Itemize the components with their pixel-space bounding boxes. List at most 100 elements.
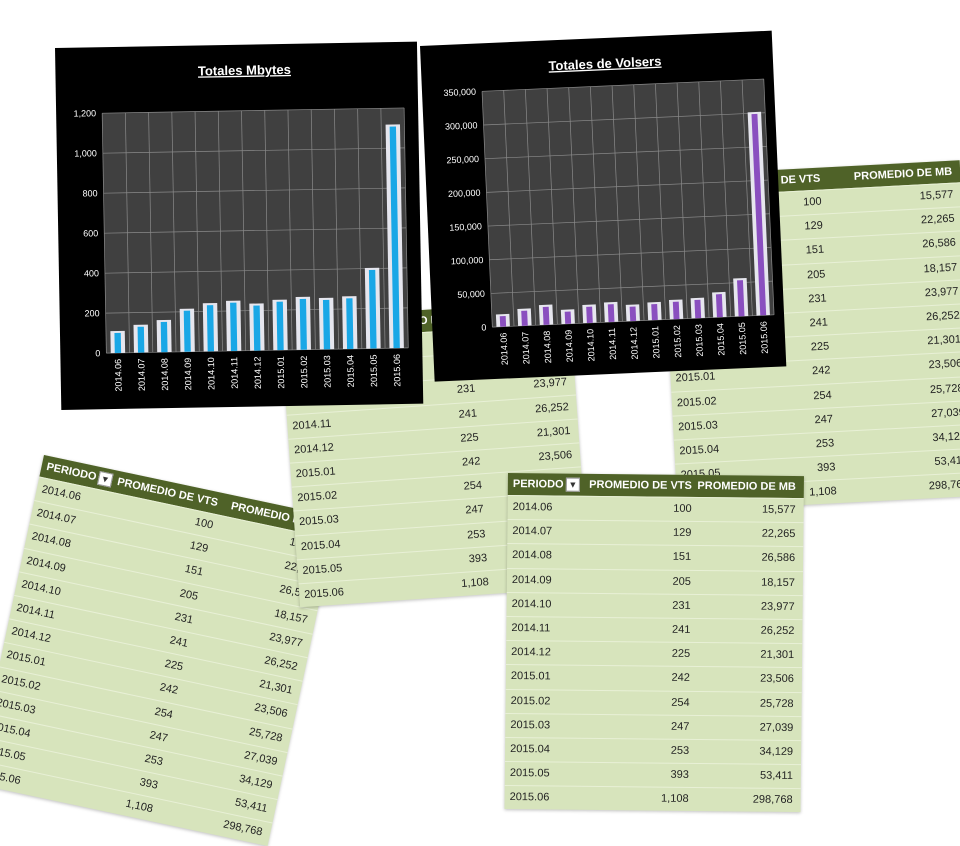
data-table-front: PERIODO PROMEDIO DE VTS PROMEDIO DE MB ▼ 201… xyxy=(504,473,804,813)
gridline-horizontal xyxy=(102,147,405,154)
gridline-vertical xyxy=(720,80,732,317)
column-header[interactable]: PROMEDIO DE MB xyxy=(697,479,796,494)
table-cell: 15,577 xyxy=(761,503,796,517)
table-cell: 151 xyxy=(672,551,692,564)
table-cell: 2014.12 xyxy=(293,441,335,457)
gridline-vertical xyxy=(611,85,623,322)
table-cell: 2014.06 xyxy=(40,483,82,504)
table-cell: 151 xyxy=(805,243,825,257)
column-header[interactable]: PROMEDIO DE VTS xyxy=(589,478,692,492)
x-tick-label: 2014.08 xyxy=(160,358,171,391)
x-tick-label: 2014.12 xyxy=(252,356,263,389)
gridline-vertical xyxy=(763,79,775,315)
table-cell: 241 xyxy=(458,407,478,421)
table-cell: 26,586 xyxy=(761,552,796,565)
bar xyxy=(715,294,723,318)
chart-totales-mbytes: Totales Mbytes 0 200 400 600 800 1,000 1,200 201… xyxy=(55,41,424,410)
table-cell: 18,157 xyxy=(923,261,958,275)
y-tick-label: 800 xyxy=(82,188,97,198)
column-header[interactable]: PROMEDIO DE MB xyxy=(853,165,953,183)
table-cell: 21,301 xyxy=(258,678,294,697)
x-tick-label: 2014.12 xyxy=(628,327,639,360)
bar xyxy=(368,269,377,349)
table-cell: 2015.02 xyxy=(0,672,42,693)
table-cell: 25,728 xyxy=(759,697,794,710)
table-cell: 231 xyxy=(456,382,476,397)
table-cell: 2015.05 xyxy=(0,743,27,764)
bar xyxy=(253,305,261,351)
table-row: 2015.06 1,108 298,768 xyxy=(504,785,801,813)
gridline-horizontal xyxy=(489,247,772,261)
table-cell: 100 xyxy=(802,195,822,209)
table-cell: 25,728 xyxy=(248,725,284,745)
table-cell: 2015.06 xyxy=(303,586,345,601)
x-tick-label: 2014.09 xyxy=(563,330,574,363)
table-cell: 26,586 xyxy=(921,236,957,251)
table-cell: 34,129 xyxy=(932,430,960,444)
table-cell: 242 xyxy=(461,455,481,469)
table-cell: 2014.09 xyxy=(511,573,552,587)
x-tick-label: 2015.02 xyxy=(299,356,310,389)
gridline-vertical xyxy=(481,91,493,328)
table-cell: 298,768 xyxy=(222,818,264,839)
x-tick-label: 2015.06 xyxy=(392,354,403,387)
bar xyxy=(564,311,572,324)
table-cell: 2014.12 xyxy=(511,646,551,659)
table-cell: 2014.08 xyxy=(30,530,72,551)
data-table-left: PERIODO PROMEDIO DE VTS PROMEDIO DE MB ▼ 201… xyxy=(0,455,338,846)
table-cell: 205 xyxy=(672,575,691,588)
table-cell: 34,129 xyxy=(238,772,274,792)
gridline-horizontal xyxy=(486,179,769,193)
table-cell: 393 xyxy=(816,461,836,475)
table-cell: 23,506 xyxy=(760,672,794,686)
table-cell: 2015.03 xyxy=(677,419,719,434)
x-tick-label: 2015.03 xyxy=(693,324,704,357)
table-cell: 26,252 xyxy=(925,309,960,324)
bar xyxy=(206,305,215,352)
y-tick-label: 250,000 xyxy=(446,154,479,165)
y-tick-label: 350,000 xyxy=(443,87,476,98)
table-cell: 129 xyxy=(188,539,210,556)
table-cell: 231 xyxy=(807,292,827,306)
plot-area xyxy=(482,79,775,328)
table-cell: 23,977 xyxy=(268,630,304,650)
table-cell: 2015.02 xyxy=(510,694,551,707)
x-tick-label: 2015.02 xyxy=(672,325,683,358)
x-tick-label: 2015.04 xyxy=(345,355,356,388)
table-cell: 225 xyxy=(810,340,830,354)
x-tick-label: 2014.11 xyxy=(229,357,240,389)
table-cell: 393 xyxy=(670,768,689,781)
table-cell: 2014.09 xyxy=(25,554,67,575)
gridline-horizontal xyxy=(482,78,764,92)
chart-title: Totales de Volsers xyxy=(548,53,661,73)
table-cell: 23,506 xyxy=(928,357,960,372)
table-cell: 2014.10 xyxy=(511,597,552,611)
table-cell: 241 xyxy=(168,634,190,650)
table-cell: 18,157 xyxy=(273,607,309,626)
gridline-vertical xyxy=(546,88,558,325)
table-row: 2014.09 205 18,157 xyxy=(506,567,803,595)
table-cell: 2015.01 xyxy=(675,370,716,385)
table-cell: 241 xyxy=(809,316,829,330)
table-cell: 225 xyxy=(459,431,480,445)
y-tick-label: 1,000 xyxy=(74,148,97,158)
table-cell: 2015.06 xyxy=(0,767,22,788)
table-cell: 254 xyxy=(671,696,690,709)
x-tick-label: 2014.08 xyxy=(542,331,553,364)
y-tick-label: 400 xyxy=(84,268,99,278)
table-cell: 27,039 xyxy=(930,406,960,420)
table-cell: 253 xyxy=(143,752,164,769)
column-header[interactable]: PERIODO xyxy=(512,478,564,491)
table-cell: 2015.05 xyxy=(509,767,550,780)
table-cell: 2014.08 xyxy=(512,549,552,562)
table-row: 2014.06 100 15,577 xyxy=(507,494,804,523)
y-tick-label: 50,000 xyxy=(457,289,485,300)
table-cell: 1,108 xyxy=(808,485,838,499)
filter-dropdown-icon[interactable]: ▼ xyxy=(96,470,114,488)
filter-dropdown-icon[interactable]: ▼ xyxy=(565,477,580,492)
gridline-horizontal xyxy=(490,280,773,294)
x-tick-label: 2015.05 xyxy=(369,354,380,387)
bar xyxy=(629,306,637,322)
chart-volsers-svg: Totales de Volsers 0 50,000 100,000 150,000 2… xyxy=(443,53,775,365)
x-tick-label: 2014.07 xyxy=(520,331,531,364)
